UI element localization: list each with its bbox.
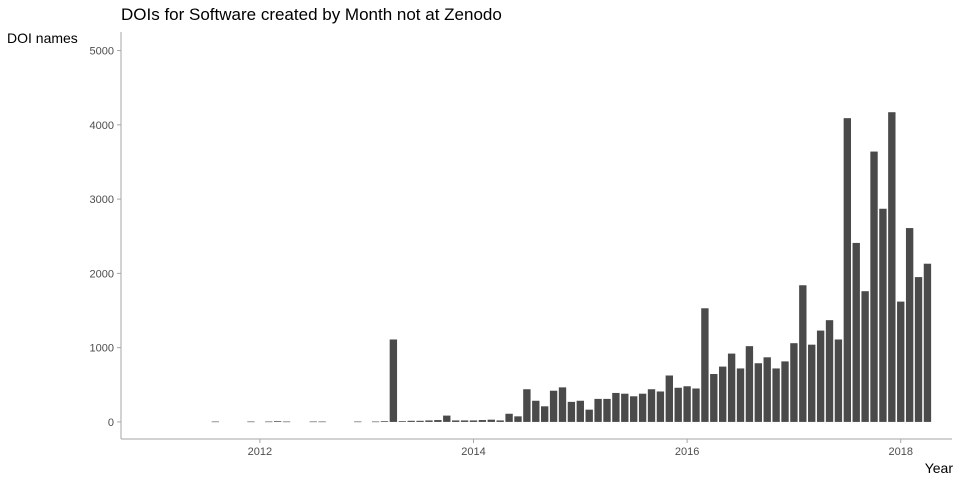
- bar: [656, 391, 665, 422]
- bar: [407, 420, 415, 422]
- bar: [772, 368, 780, 422]
- bar: [630, 396, 638, 422]
- bar: [273, 421, 282, 422]
- bar: [701, 308, 709, 422]
- bar: [888, 112, 896, 422]
- bar: [692, 388, 700, 422]
- bar: [905, 228, 914, 422]
- bar: [585, 409, 593, 422]
- x-tick-label: 2012: [248, 446, 272, 458]
- bar: [460, 420, 469, 422]
- bar: [825, 320, 834, 422]
- x-axis-ticks: 2012 2014 2016 2018: [248, 439, 913, 458]
- y-tick-label: 2000: [90, 268, 114, 280]
- bar: [380, 421, 389, 422]
- bar-series: [211, 112, 932, 423]
- bar: [558, 387, 567, 422]
- bar: [505, 413, 513, 422]
- bar: [371, 421, 380, 423]
- bar: [576, 400, 584, 422]
- bar: [754, 363, 762, 422]
- bar: [541, 406, 549, 422]
- bar: [710, 374, 718, 422]
- y-axis-label: DOI names: [7, 30, 78, 46]
- bar: [443, 415, 451, 422]
- bar: [389, 339, 398, 422]
- bar: [211, 421, 220, 423]
- bar: [621, 393, 629, 422]
- bar: [665, 375, 673, 422]
- bar: [265, 421, 273, 423]
- bar: [683, 386, 691, 422]
- bar: [763, 357, 771, 422]
- y-axis-ticks: 0 1000 2000 3000 4000 5000: [90, 46, 121, 429]
- x-tick-label: 2018: [888, 446, 912, 458]
- bar: [514, 416, 522, 422]
- bar: [790, 343, 798, 422]
- bar: [496, 420, 504, 422]
- bar: [834, 339, 843, 422]
- bar: [603, 398, 611, 422]
- y-tick-label: 4000: [90, 120, 114, 132]
- bar: [434, 420, 442, 422]
- bar: [808, 344, 816, 422]
- bar: [354, 421, 362, 423]
- bar: [478, 420, 487, 422]
- bar: [451, 420, 460, 422]
- bar: [897, 301, 905, 422]
- bar: [318, 421, 326, 423]
- chart-title: DOIs for Software created by Month not a…: [121, 5, 502, 24]
- bar: [781, 361, 789, 422]
- bar: [674, 387, 682, 422]
- bar: [523, 389, 531, 422]
- bar: [870, 151, 878, 422]
- bar: [852, 242, 860, 422]
- bar: [914, 277, 923, 422]
- bar: [532, 400, 540, 422]
- bar: [549, 390, 558, 422]
- y-tick-label: 5000: [90, 46, 114, 58]
- y-tick-label: 1000: [90, 343, 114, 355]
- bar: [425, 420, 433, 422]
- bar: [843, 118, 852, 422]
- bar: [719, 366, 727, 422]
- bar: [594, 398, 602, 422]
- bar: [247, 421, 255, 423]
- bar: [745, 346, 754, 422]
- bar: [567, 401, 576, 422]
- bar: [282, 421, 291, 423]
- bar: [816, 330, 825, 422]
- bar: [469, 420, 478, 422]
- x-tick-label: 2014: [461, 446, 485, 458]
- bar: [799, 285, 807, 422]
- bar: [416, 420, 424, 422]
- bar: [923, 263, 932, 422]
- y-tick-label: 3000: [90, 194, 114, 206]
- bar: [612, 392, 620, 422]
- y-tick-label: 0: [108, 417, 114, 429]
- bar: [861, 291, 869, 422]
- x-axis-label: Year: [925, 460, 954, 476]
- x-tick-label: 2016: [675, 446, 699, 458]
- bar: [398, 421, 406, 422]
- bar: [647, 389, 656, 422]
- bar: [638, 393, 647, 422]
- bar: [309, 421, 317, 423]
- bar: [736, 368, 745, 422]
- bar: [879, 208, 887, 422]
- bar: [727, 353, 736, 422]
- bar: [487, 419, 495, 422]
